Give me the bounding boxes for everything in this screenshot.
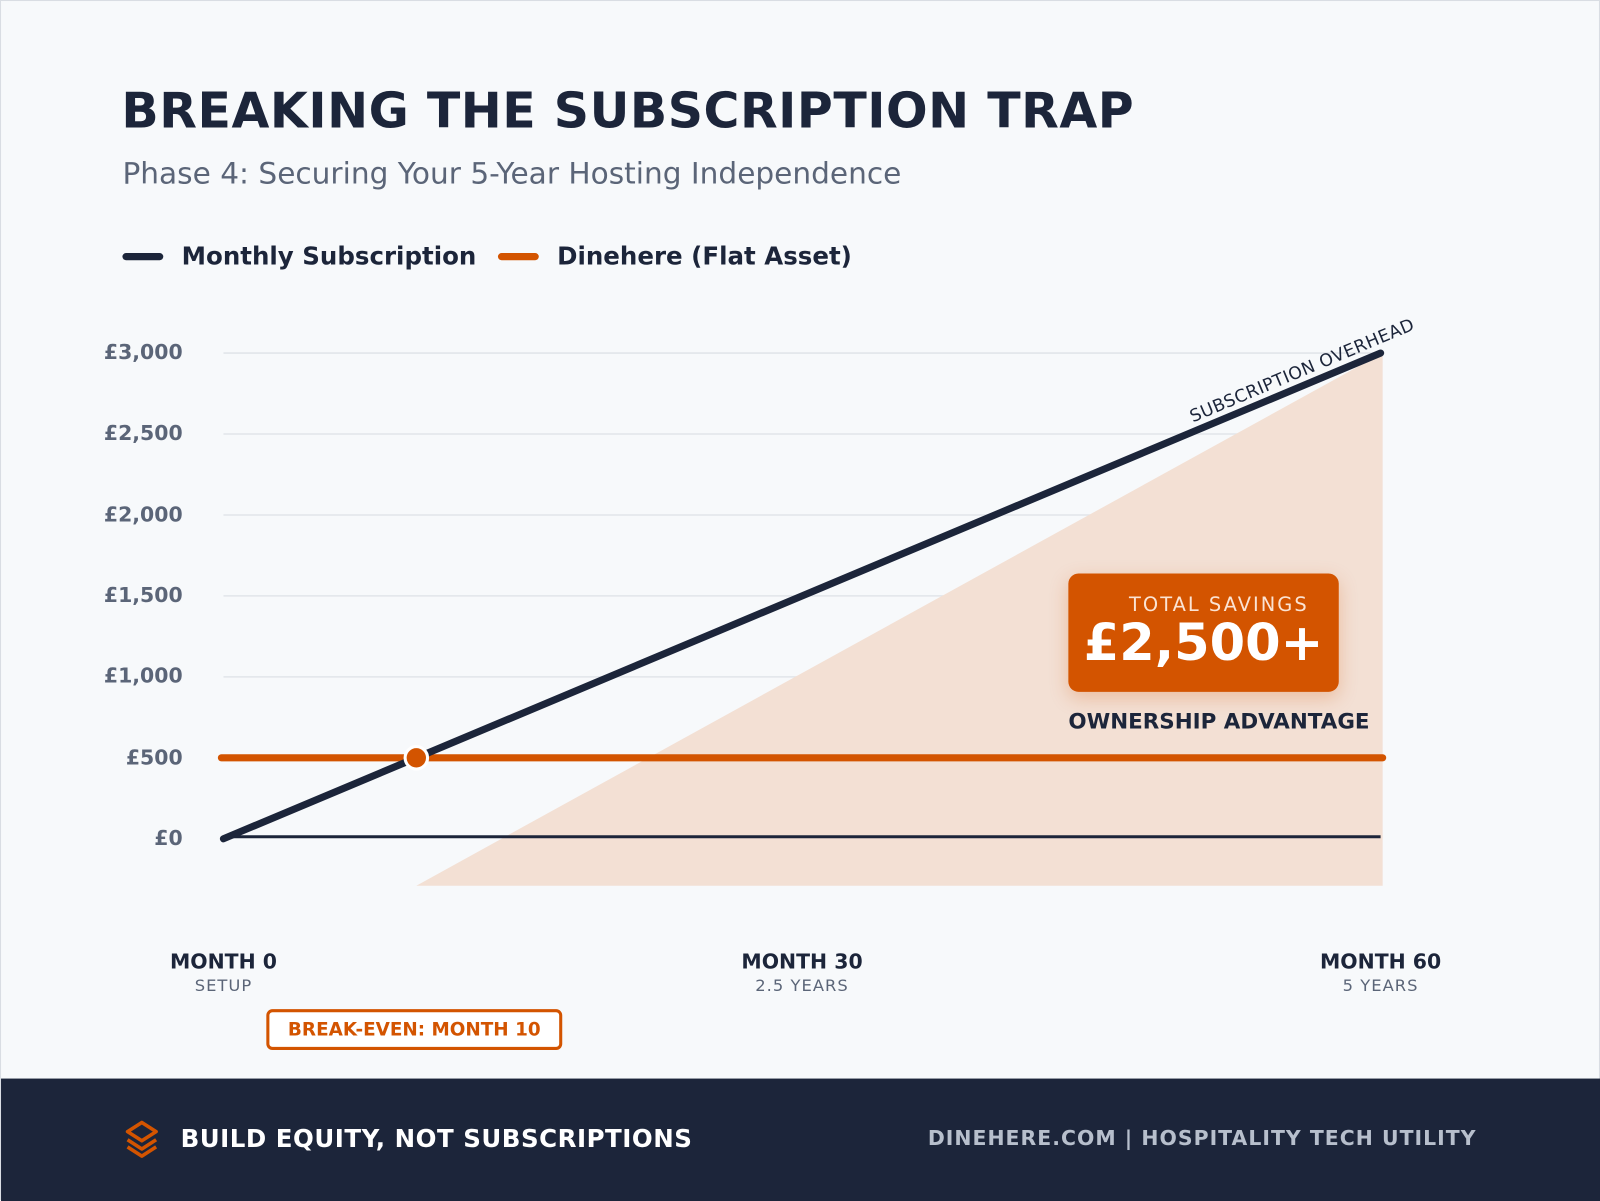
chart-plot: SUBSCRIPTION OVERHEAD (217, 315, 1418, 886)
y-tick-label: £2,000 (103, 501, 183, 527)
x-tick-month: MONTH 0 (169, 948, 277, 974)
x-tick-label: MONTH 30 2.5 YEARS (700, 949, 904, 995)
x-tick-label: MONTH 0 SETUP (121, 949, 325, 995)
savings-label: TOTAL SAVINGS (1129, 593, 1309, 617)
legend-label: Monthly Subscription (181, 241, 477, 271)
footer-tagline-text: BUILD EQUITY, NOT SUBSCRIPTIONS (180, 1124, 693, 1154)
x-tick-label: MONTH 60 5 YEARS (1279, 949, 1483, 995)
y-tick-label: £1,000 (103, 663, 183, 689)
y-tick-label: £2,500 (103, 420, 183, 446)
break-even-badge: BREAK-EVEN: MONTH 10 (266, 1009, 563, 1050)
x-tick-month: MONTH 30 (741, 948, 863, 974)
page-subtitle: Phase 4: Securing Your 5-Year Hosting In… (122, 156, 902, 191)
footer-tagline: BUILD EQUITY, NOT SUBSCRIPTIONS (121, 1118, 692, 1159)
break-even-point (403, 745, 430, 771)
layers-icon (125, 1120, 158, 1158)
legend-item-dinehere: Dinehere (Flat Asset) (497, 241, 852, 271)
y-tick-label: £0 (154, 825, 183, 850)
x-tick-month: MONTH 60 (1319, 948, 1442, 974)
y-tick-label: £3,000 (103, 339, 183, 365)
ownership-advantage-caption: OWNERSHIP ADVANTAGE (1068, 709, 1370, 734)
legend-label: Dinehere (Flat Asset) (557, 241, 852, 271)
x-tick-sublabel: 2.5 YEARS (755, 975, 849, 995)
x-tick-sublabel: 5 YEARS (1342, 975, 1419, 995)
savings-value: £2,500+ (1083, 613, 1324, 673)
total-savings-callout: TOTAL SAVINGS £2,500+ (1068, 573, 1339, 692)
y-tick-label: £500 (125, 744, 183, 770)
footer-site: DINEHERE.COM | HOSPITALITY TECH UTILITY (927, 1125, 1477, 1150)
page-title: BREAKING THE SUBSCRIPTION TRAP (121, 82, 1135, 140)
footer-bar (1, 1078, 1600, 1201)
legend-swatch (497, 252, 539, 260)
x-tick-sublabel: SETUP (194, 975, 253, 995)
y-tick-label: £1,500 (103, 582, 183, 608)
legend-swatch (122, 252, 164, 260)
legend-item-subscription: Monthly Subscription (122, 241, 477, 271)
